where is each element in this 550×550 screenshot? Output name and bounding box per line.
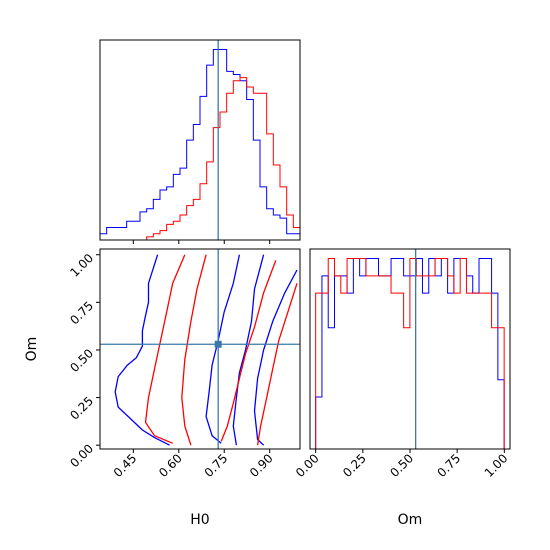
contour-line-0	[114, 254, 170, 446]
h0-xlabel: H0	[190, 512, 209, 528]
contour-xtick-label: 0.90	[247, 451, 276, 480]
contour-line-6	[220, 260, 277, 442]
hist-h0-panel	[99, 39, 301, 244]
contour-line-4	[144, 254, 186, 444]
contour-xtick-label: 0.60	[156, 451, 185, 480]
contour-ytick-label: 0.75	[67, 299, 96, 328]
contour-panel: 0.45 0.60 0.75 0.900.000.250.500.751.00 H0 …	[24, 248, 301, 528]
hist-om-xtick-label: 0.75	[434, 451, 463, 480]
contour-line-1	[205, 254, 241, 444]
hist-om-xtick-label: 0.50	[387, 451, 416, 480]
contour-ytick-label: 0.50	[67, 346, 96, 375]
om-ylabel: Om	[24, 337, 40, 362]
contour-xtick-label: 0.45	[111, 451, 140, 480]
contour-line-2	[232, 254, 265, 446]
contour-ytick-label: 0.25	[67, 394, 96, 423]
hist-om-panel: 0.00 0.25 0.50 0.75 1.00 Om	[293, 248, 511, 528]
hist-om-xtick-label: 0.25	[340, 451, 369, 480]
hist-om-xtick-label: 1.00	[482, 451, 511, 480]
hist-h0-series-1	[100, 77, 301, 241]
contour-line-7	[256, 283, 298, 446]
contour-frame	[99, 248, 301, 450]
contour-ytick-label: 0.00	[67, 441, 96, 470]
contour-line-3	[253, 269, 298, 446]
contour-line-5	[181, 254, 207, 446]
hist-om-xtick-label: 0.00	[293, 451, 322, 480]
om-xlabel: Om	[398, 512, 423, 528]
contour-ytick-label: 1.00	[67, 251, 96, 280]
hist-h0-series-0	[99, 49, 301, 240]
hist-h0-frame	[99, 39, 301, 241]
contour-truth-marker	[214, 340, 222, 348]
contour-xtick-label: 0.75	[202, 451, 231, 480]
hist-om-series-1	[315, 258, 505, 449]
